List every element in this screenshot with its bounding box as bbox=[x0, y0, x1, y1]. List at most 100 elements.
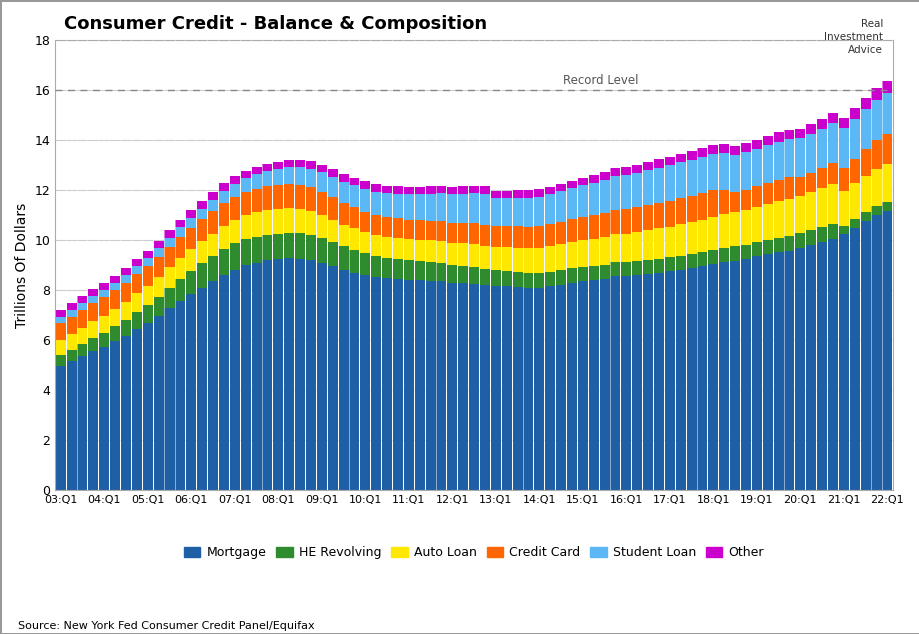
Bar bbox=[295, 233, 305, 259]
Bar bbox=[349, 178, 359, 185]
Bar bbox=[588, 175, 598, 183]
Bar bbox=[56, 318, 65, 323]
Bar bbox=[392, 193, 403, 218]
Bar bbox=[316, 165, 326, 172]
Bar bbox=[490, 247, 500, 270]
Bar bbox=[436, 241, 446, 263]
Bar bbox=[805, 172, 815, 192]
Bar bbox=[719, 214, 729, 248]
Bar bbox=[523, 249, 533, 273]
Bar bbox=[708, 153, 718, 190]
Bar bbox=[599, 172, 609, 180]
Bar bbox=[77, 344, 87, 356]
Bar bbox=[545, 287, 554, 490]
Bar bbox=[784, 178, 794, 200]
Bar bbox=[631, 275, 641, 490]
Bar bbox=[425, 281, 435, 490]
Bar bbox=[784, 139, 794, 178]
Bar bbox=[295, 185, 305, 209]
Bar bbox=[56, 323, 65, 340]
Bar bbox=[631, 165, 641, 173]
Bar bbox=[805, 192, 815, 230]
Bar bbox=[566, 242, 576, 268]
Bar bbox=[327, 242, 337, 266]
Bar bbox=[610, 176, 619, 210]
Bar bbox=[251, 189, 261, 212]
Bar bbox=[664, 226, 675, 257]
Bar bbox=[653, 203, 664, 228]
Bar bbox=[305, 169, 315, 187]
Bar bbox=[512, 226, 522, 248]
Bar bbox=[88, 338, 98, 351]
Bar bbox=[305, 260, 315, 490]
Bar bbox=[349, 228, 359, 250]
Bar bbox=[751, 242, 761, 256]
Bar bbox=[447, 283, 457, 490]
Bar bbox=[838, 128, 848, 167]
Bar bbox=[642, 230, 652, 260]
Bar bbox=[751, 139, 761, 149]
Bar bbox=[284, 257, 294, 490]
Bar bbox=[642, 260, 652, 274]
Bar bbox=[664, 165, 675, 201]
Bar bbox=[490, 191, 500, 198]
Bar bbox=[186, 210, 196, 217]
Bar bbox=[588, 238, 598, 266]
Text: Record Level: Record Level bbox=[562, 74, 638, 87]
Bar bbox=[577, 267, 587, 281]
Bar bbox=[566, 219, 576, 242]
Bar bbox=[197, 242, 207, 263]
Bar bbox=[512, 198, 522, 226]
Text: Real
Investment
Advice: Real Investment Advice bbox=[823, 19, 882, 55]
Bar bbox=[186, 294, 196, 490]
Bar bbox=[773, 202, 783, 238]
Bar bbox=[316, 191, 326, 215]
Bar bbox=[751, 207, 761, 242]
Bar bbox=[816, 129, 826, 167]
Bar bbox=[186, 217, 196, 228]
Bar bbox=[816, 167, 826, 188]
Bar bbox=[523, 190, 533, 198]
Bar bbox=[859, 221, 869, 490]
Bar bbox=[870, 140, 880, 169]
Bar bbox=[295, 209, 305, 233]
Bar bbox=[425, 221, 435, 240]
Bar bbox=[566, 268, 576, 283]
Bar bbox=[849, 108, 859, 119]
Bar bbox=[316, 172, 326, 191]
Bar bbox=[262, 186, 272, 210]
Bar bbox=[273, 185, 283, 209]
Bar bbox=[131, 274, 142, 293]
Bar bbox=[381, 236, 391, 257]
Bar bbox=[425, 186, 435, 193]
Bar bbox=[620, 276, 630, 490]
Bar bbox=[458, 243, 468, 266]
Bar bbox=[436, 193, 446, 221]
Bar bbox=[708, 145, 718, 153]
Bar bbox=[686, 160, 696, 196]
Text: Source: New York Fed Consumer Credit Panel/Equifax: Source: New York Fed Consumer Credit Pan… bbox=[18, 621, 314, 631]
Bar bbox=[230, 220, 240, 243]
Bar bbox=[566, 188, 576, 219]
Bar bbox=[436, 263, 446, 281]
Bar bbox=[784, 200, 794, 236]
Bar bbox=[99, 297, 109, 316]
Bar bbox=[131, 259, 142, 266]
Bar bbox=[458, 193, 468, 223]
Bar bbox=[176, 301, 186, 490]
Bar bbox=[566, 283, 576, 490]
Bar bbox=[555, 191, 565, 222]
Bar bbox=[642, 170, 652, 205]
Bar bbox=[56, 366, 65, 490]
Bar bbox=[881, 93, 891, 134]
Bar bbox=[316, 215, 326, 238]
Bar bbox=[251, 174, 261, 189]
Bar bbox=[849, 119, 859, 159]
Bar bbox=[370, 215, 380, 235]
Bar bbox=[99, 333, 109, 347]
Bar bbox=[77, 297, 87, 304]
Bar bbox=[176, 258, 186, 279]
Bar bbox=[414, 186, 425, 194]
Bar bbox=[56, 340, 65, 356]
Bar bbox=[534, 226, 544, 248]
